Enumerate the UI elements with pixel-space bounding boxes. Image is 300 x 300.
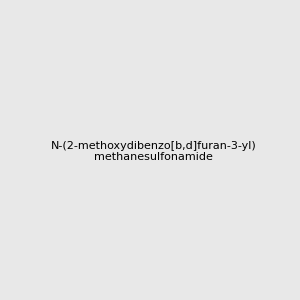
Text: N-(2-methoxydibenzo[b,d]furan-3-yl)
methanesulfonamide: N-(2-methoxydibenzo[b,d]furan-3-yl) meth… <box>51 141 256 162</box>
